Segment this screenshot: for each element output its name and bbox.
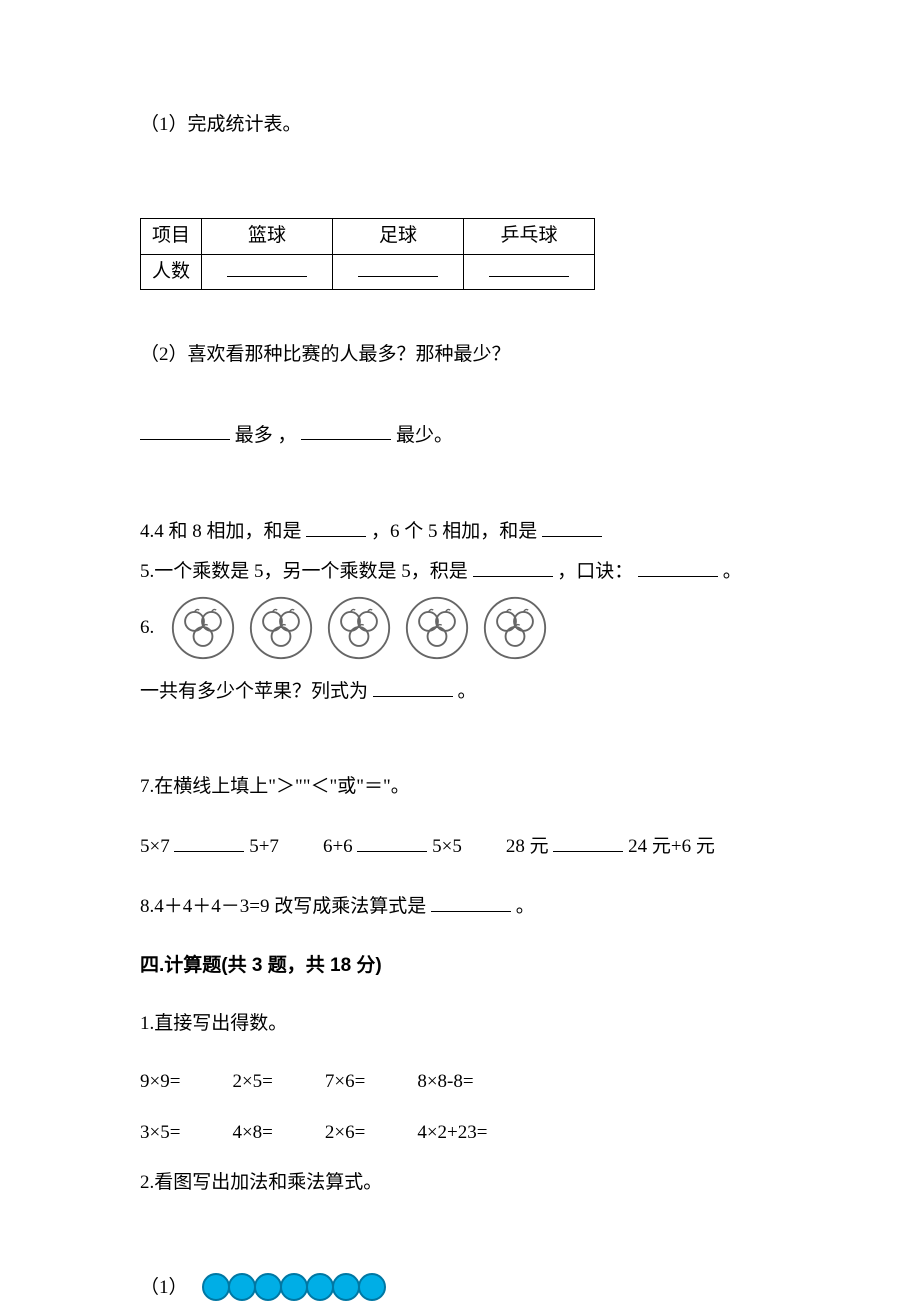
q4-b: ，6 个 5 相加，和是 [371,521,537,542]
q7-a2: 5+7 [249,836,279,857]
section-4-title: 四.计算题(共 3 题，共 18 分) [140,951,780,981]
cell-blank[interactable] [202,254,333,289]
calc-item: 8×8-8= [417,1067,473,1097]
blank[interactable] [638,555,718,577]
q2-answer-line: 最多 ， 最少。 [140,419,780,451]
calc-item: 2×5= [232,1067,272,1097]
cell-blank[interactable] [333,254,464,289]
q6-label: 6. [140,613,154,643]
cell-blank[interactable] [464,254,595,289]
th-football: 足球 [333,219,464,254]
q7-c2: 24 元+6 元 [628,836,715,857]
blank[interactable] [473,555,553,577]
q5-b: ，口诀： [557,561,633,582]
q1-prompt: （1）完成统计表。 [140,110,780,140]
q5-line: 5.一个乘数是 5，另一个乘数是 5，积是 ，口诀： 。 [140,555,780,587]
q6-suffix: 。 [458,681,477,702]
c2-sub-label: （1） [140,1273,188,1303]
q7-c1: 28 元 [506,836,549,857]
calc-item: 4×2+23= [417,1118,487,1148]
blank[interactable] [174,830,244,852]
dot-icon [228,1273,256,1301]
dot-icon [254,1273,282,1301]
c2-sub1: （1） [140,1273,780,1303]
blank[interactable] [373,675,453,697]
q5-a: 5.一个乘数是 5，另一个乘数是 5，积是 [140,561,468,582]
dot-row [202,1273,384,1301]
q7-row: 5×7 5+7 6+6 5×5 28 元 24 元+6 元 [140,830,780,862]
table-row: 人数 [141,254,595,289]
calc-item: 2×6= [325,1118,365,1148]
q7-b1: 6+6 [323,836,353,857]
blank-least[interactable] [301,419,391,441]
calc-row-2: 3×5= 4×8= 2×6= 4×2+23= [140,1118,780,1148]
blank[interactable] [553,830,623,852]
dot-icon [280,1273,308,1301]
blank[interactable] [542,515,602,537]
apple-plate-icon [170,595,236,661]
q8-suffix: 。 [516,896,535,917]
dot-icon [202,1273,230,1301]
blank[interactable] [357,830,427,852]
worksheet-page: （1）完成统计表。 项目 篮球 足球 乒乓球 人数 （2）喜欢看那种比赛的人最多… [0,0,920,1302]
q6-prompt-line: 一共有多少个苹果？列式为 。 [140,675,780,707]
q2-prompt: （2）喜欢看那种比赛的人最多？那种最少？ [140,340,780,370]
q6-prompt: 一共有多少个苹果？列式为 [140,681,368,702]
blank[interactable] [431,890,511,912]
apple-plate-icon [248,595,314,661]
text-least: 最少。 [396,424,453,445]
apple-plate-icon [404,595,470,661]
dot-icon [358,1273,386,1301]
th-item: 项目 [141,219,202,254]
c2-title: 2.看图写出加法和乘法算式。 [140,1168,780,1198]
dot-icon [332,1273,360,1301]
q5-c: 。 [723,561,742,582]
q8-a: 8.4＋4＋4－3=9 改写成乘法算式是 [140,896,426,917]
stats-table: 项目 篮球 足球 乒乓球 人数 [140,218,595,290]
th-count: 人数 [141,254,202,289]
dot-icon [306,1273,334,1301]
q4-a: 4.4 和 8 相加，和是 [140,521,302,542]
calc-item: 3×5= [140,1118,180,1148]
calc-row-1: 9×9= 2×5= 7×6= 8×8-8= [140,1067,780,1097]
c1-title: 1.直接写出得数。 [140,1009,780,1039]
q4-line: 4.4 和 8 相加，和是 ，6 个 5 相加，和是 [140,515,780,547]
calc-item: 7×6= [325,1067,365,1097]
q7-a1: 5×7 [140,836,170,857]
q7-b2: 5×5 [432,836,462,857]
q6-apples-row: 6. [140,595,780,661]
apple-plate-icon [482,595,548,661]
th-basketball: 篮球 [202,219,333,254]
blank-most[interactable] [140,419,230,441]
text-most: 最多 ， [235,424,297,445]
q7-title: 7.在横线上填上"＞""＜"或"＝"。 [140,772,780,802]
q8-line: 8.4＋4＋4－3=9 改写成乘法算式是 。 [140,890,780,922]
th-pingpong: 乒乓球 [464,219,595,254]
apple-plate-icon [326,595,392,661]
table-row: 项目 篮球 足球 乒乓球 [141,219,595,254]
calc-item: 9×9= [140,1067,180,1097]
calc-item: 4×8= [232,1118,272,1148]
blank[interactable] [306,515,366,537]
